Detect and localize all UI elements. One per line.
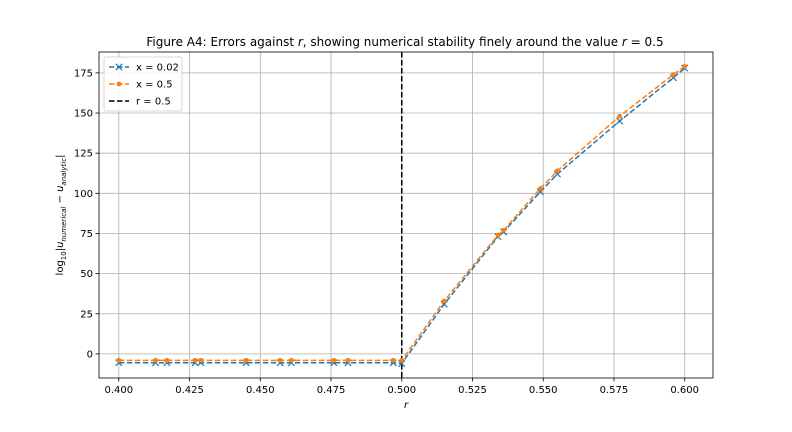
y-axis-label: log10|unumerical − uanalytic| [55,155,68,276]
y-tick-label: 25 [80,309,93,320]
data-point-marker [116,81,122,87]
data-point-marker [390,357,396,363]
chart-title: Figure A4: Errors against r, showing num… [146,35,663,49]
data-point-marker [153,357,158,363]
data-point-marker [670,72,676,77]
data-point-marker [538,186,543,191]
data-point-marker [192,357,198,363]
x-axis-label: r [404,400,409,411]
x-tick-label: 0.500 [387,385,416,396]
data-point-marker [495,232,501,238]
x-tick-label: 0.550 [529,385,558,396]
x-tick-label: 0.450 [246,385,275,396]
y-tick-label: 100 [74,189,93,200]
data-point-marker [243,357,249,363]
y-tick-label: 125 [74,149,93,160]
x-tick-label: 0.525 [458,385,487,396]
x-tick-label: 0.600 [670,385,699,396]
x-tick-label: 0.475 [317,385,346,396]
data-point-marker [289,357,294,363]
y-tick-label: 50 [80,269,93,280]
y-tick-label: 150 [74,109,93,120]
legend: x = 0.02 x = 0.5 r = 0.5 [103,56,183,112]
data-point-marker [501,227,507,233]
data-point-marker [331,357,337,363]
series-1 [115,64,689,368]
legend-label: x = 0.02 [136,63,179,74]
data-point-marker [616,117,624,125]
data-point-marker [198,357,204,363]
y-tick-label: 175 [74,68,93,79]
data-point-marker [116,357,122,363]
plot-area-frame [98,51,714,379]
x-tick-label: 0.400 [104,385,133,396]
y-tick-label: 75 [80,229,93,240]
data-point-marker [115,63,123,71]
y-axis-ticks: 0 25 50 75 100 125 150 175 [74,68,99,360]
data-point-marker [399,357,405,363]
x-tick-label: 0.575 [600,385,629,396]
series-2 [116,64,688,363]
legend-label: r = 0.5 [136,97,171,108]
y-tick-label: 0 [87,349,93,360]
data-point-marker [682,64,688,69]
legend-entry-2: x = 0.5 [109,80,173,91]
data-point-marker [164,357,170,363]
legend-entry-1: x = 0.02 [109,63,179,74]
data-point-marker [554,168,560,174]
x-axis-ticks: 0.400 0.425 0.450 0.475 0.500 0.525 0.550 0.575… [104,378,699,396]
legend-box [103,56,183,112]
series-layer [115,64,689,368]
data-point-marker [277,357,283,363]
data-point-marker [617,113,623,119]
data-point-marker [345,357,351,363]
legend-label: x = 0.5 [136,80,173,91]
data-point-marker [441,298,447,304]
legend-entry-3: r = 0.5 [109,97,171,108]
x-tick-label: 0.425 [175,385,204,396]
